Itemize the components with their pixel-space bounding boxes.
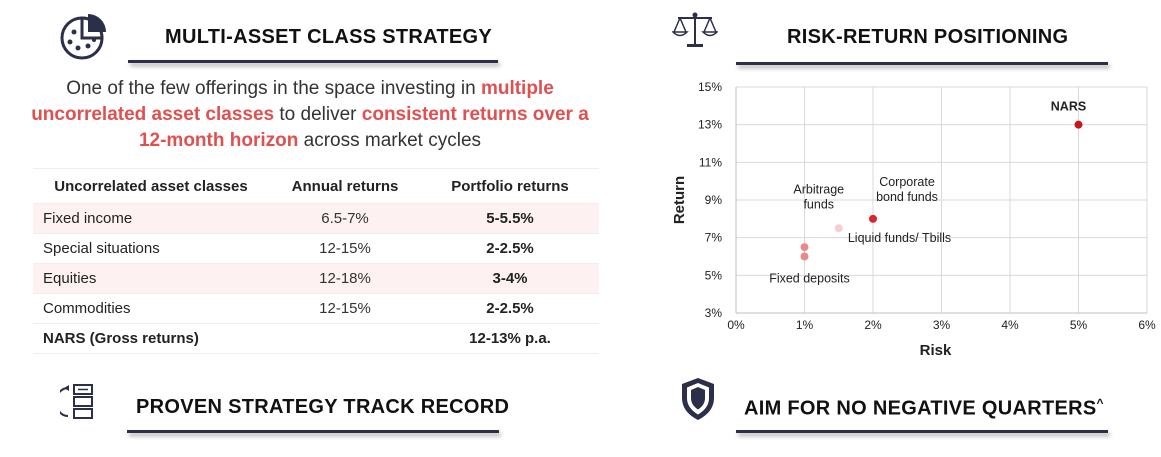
y-tick-label: 15% [698,80,722,94]
y-tick-label: 11% [699,155,722,169]
data-point-label: NARS [1051,100,1086,114]
heading-underline [128,60,498,63]
pie-chart-icon [58,10,110,62]
x-tick-label: 5% [1070,318,1088,332]
balance-scale-icon [671,10,719,50]
no-negative-quarters-text: AIM FOR NO NEGATIVE QUARTERS [744,397,1097,420]
portfolio-cell: 3-4% [492,270,528,287]
column-header-annual: Annual returns [291,177,399,195]
intro-highlight-2: consistent returns over a 12-month horiz… [138,104,589,151]
data-point-label: Fixed deposits [769,272,850,286]
chart-ticks: 0% 1% 2% 3% 4% 5% 6% 3% 5% 7% 9% 11% 13% 15% [698,80,1156,332]
footnote-marker: ^ [1096,396,1104,410]
data-point [869,214,877,223]
intro-text-2: to deliver [274,104,362,125]
heading-underline [736,430,1108,433]
asset-cell: Commodities [43,300,131,317]
section-title-strategy: MULTI-ASSET CLASS STRATEGY [165,26,493,48]
asset-cell: Fixed income [43,210,133,227]
data-point [800,243,809,252]
annual-cell: 12-18% [319,270,371,287]
track-record-icon [55,382,96,422]
portfolio-cell: 2-2.5% [486,240,534,257]
y-tick-label: 3% [705,306,723,320]
intro-text-1: One of the few offerings in the space in… [66,78,481,99]
y-tick-label: 5% [705,268,723,282]
y-axis-title: Return [671,176,688,224]
intro-text-3: across market cycles [298,130,482,151]
asset-class-table: Uncorrelated asset classes Annual return… [33,168,599,354]
y-tick-label: 7% [705,231,723,245]
table-row: Commodities 12-15% 2-2.5% [33,294,599,324]
section-title-risk-return: RISK-RETURN POSITIONING [787,26,1069,48]
data-point-label: Liquid funds/ Tbills [848,231,951,245]
footer-label: NARS (Gross returns) [43,330,199,347]
data-point [1074,120,1083,129]
table-footer-row: NARS (Gross returns) 12-13% p.a. [33,324,599,354]
table-row: Equities 12-18% 3-4% [33,264,599,294]
x-tick-label: 6% [1138,318,1156,332]
table-header-row: Uncorrelated asset classes Annual return… [33,168,599,204]
y-tick-label: 9% [705,193,723,207]
data-point [800,252,809,261]
column-header-asset: Uncorrelated asset classes [54,177,248,195]
shield-icon [678,376,718,422]
table-row: Fixed income 6.5-7% 5-5.5% [33,204,599,234]
heading-underline [127,430,499,433]
column-header-portfolio: Portfolio returns [451,177,569,195]
intro-highlight-1: multiple uncorrelated asset classes [31,78,554,125]
table-row: Special situations 12-15% 2-2.5% [33,234,599,264]
data-point [834,224,843,233]
strategy-description: One of the few offerings in the space in… [30,76,590,154]
portfolio-cell: 2-2.5% [486,300,534,317]
data-point-label: Arbitrage funds [793,182,844,211]
x-tick-label: 4% [1001,318,1019,332]
asset-cell: Equities [43,270,97,287]
x-axis-title: Risk [920,342,952,359]
x-tick-label: 3% [933,318,951,332]
heading-underline [736,62,1108,65]
data-point-label: Corporate bond funds [876,175,938,204]
section-title-no-negative-quarters: AIM FOR NO NEGATIVE QUARTERS^ [744,396,1104,421]
annual-cell: 6.5-7% [321,210,369,227]
portfolio-cell: 5-5.5% [486,210,534,227]
section-title-track-record: PROVEN STRATEGY TRACK RECORD [136,396,510,418]
chart-points: Fixed deposits Liquid funds/ Tbills Arbitr… [769,100,1086,286]
x-tick-label: 0% [727,318,745,332]
risk-return-scatter-chart: 0% 1% 2% 3% 4% 5% 6% 3% 5% 7% 9% 11% 13% 15% Fixed de… [671,80,1156,359]
x-tick-label: 1% [796,318,814,332]
annual-cell: 12-15% [319,240,371,257]
y-tick-label: 13% [698,118,722,132]
asset-cell: Special situations [43,240,160,257]
annual-cell: 12-15% [319,300,371,317]
x-tick-label: 2% [864,318,882,332]
footer-portfolio: 12-13% p.a. [469,330,551,347]
